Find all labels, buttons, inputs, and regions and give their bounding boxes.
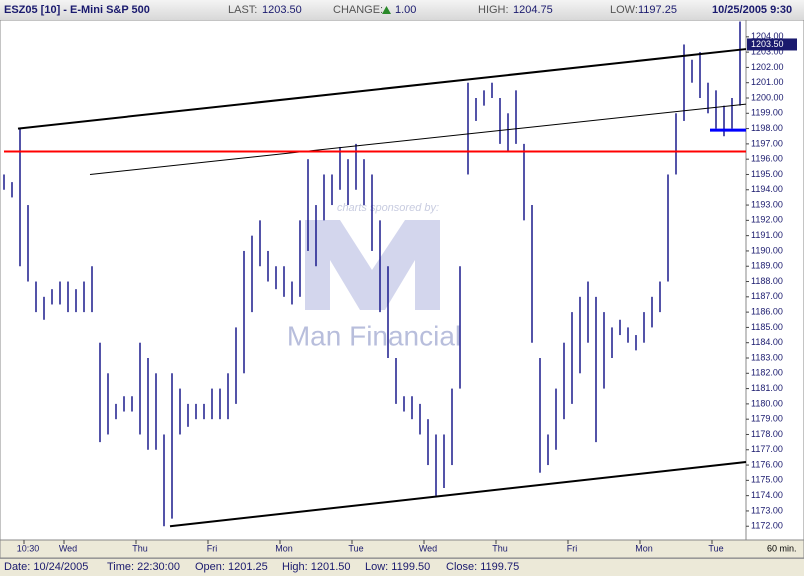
watermark: Man Financial [287, 320, 461, 351]
y-tick-label: 1172.00 [751, 521, 783, 531]
y-tick-label: 1189.00 [751, 261, 783, 271]
y-tick-label: 1200.00 [751, 92, 784, 102]
y-tick-label: 1195.00 [751, 169, 783, 179]
x-tick-label: Tue [708, 543, 723, 553]
y-tick-label: 1173.00 [751, 505, 783, 515]
low-value: 1197.25 [638, 4, 677, 16]
status-date: Date: 10/24/2005 [4, 561, 89, 573]
y-tick-label: 1187.00 [751, 291, 783, 301]
interval-label: 60 min. [767, 543, 797, 553]
y-tick-label: 1196.00 [751, 154, 783, 164]
y-tick-label: 1176.00 [751, 459, 783, 469]
x-tick-label: 10:30 [17, 543, 40, 553]
y-tick-label: 1174.00 [751, 490, 783, 500]
low-label: LOW: [610, 4, 638, 16]
y-tick-label: 1175.00 [751, 475, 783, 485]
change-label: CHANGE: [333, 4, 384, 16]
y-axis-area [745, 20, 804, 541]
y-tick-label: 1190.00 [751, 245, 783, 255]
x-tick-label: Fri [207, 543, 218, 553]
status-time: Time: 22:30:00 [107, 561, 180, 573]
status-high: High: 1201.50 [282, 561, 351, 573]
x-tick-label: Thu [492, 543, 508, 553]
x-tick-label: Fri [567, 543, 578, 553]
y-tick-label: 1192.00 [751, 215, 783, 225]
y-tick-label: 1204.00 [751, 31, 784, 41]
y-tick-label: 1185.00 [751, 322, 783, 332]
x-tick-label: Wed [59, 543, 77, 553]
trendline [17, 48, 747, 130]
watermark-sub: charts sponsored by: [337, 202, 439, 214]
last-label: LAST: [228, 4, 258, 16]
y-tick-label: 1194.00 [751, 184, 783, 194]
change-value: 1.00 [395, 4, 417, 16]
status-bar: Date: 10/24/2005 Time: 22:30:00 Open: 12… [0, 558, 804, 576]
y-tick-label: 1203.00 [751, 46, 784, 56]
chart: 60 min. charts sponsored by: Man Financi… [0, 20, 804, 558]
y-tick-label: 1179.00 [751, 414, 783, 424]
x-tick-label: Tue [348, 543, 363, 553]
y-tick-label: 1201.00 [751, 77, 784, 87]
watermark-logo [305, 220, 440, 310]
header-bar: ESZ05 [10] - E-Mini S&P 500 LAST: 1203.5… [0, 0, 804, 21]
up-arrow [382, 6, 391, 14]
y-tick-label: 1202.00 [751, 62, 784, 72]
x-tick-label: Wed [419, 543, 437, 553]
symbol: ESZ05 [10] - E-Mini S&P 500 [4, 4, 150, 16]
y-tick-label: 1182.00 [751, 368, 783, 378]
y-tick-label: 1180.00 [751, 398, 783, 408]
trendline [169, 461, 747, 528]
y-tick-label: 1191.00 [751, 230, 783, 240]
high-value: 1204.75 [513, 4, 553, 16]
y-tick-label: 1193.00 [751, 199, 783, 209]
y-tick-label: 1181.00 [751, 383, 783, 393]
x-axis-area [0, 539, 804, 558]
y-tick-label: 1183.00 [751, 352, 783, 362]
status-low: Low: 1199.50 [365, 561, 431, 573]
y-tick-label: 1197.00 [751, 138, 783, 148]
x-tick-label: Mon [275, 543, 293, 553]
y-tick-label: 1186.00 [751, 306, 783, 316]
y-tick-label: 1199.00 [751, 108, 783, 118]
last-value: 1203.50 [262, 4, 302, 16]
y-tick-label: 1177.00 [751, 444, 783, 454]
y-tick-label: 1184.00 [751, 337, 783, 347]
y-tick-label: 1178.00 [751, 429, 783, 439]
high-label: HIGH: [478, 4, 509, 16]
datetime: 10/25/2005 9:30 [712, 4, 793, 16]
x-tick-label: Mon [635, 543, 653, 553]
status-open: Open: 1201.25 [195, 561, 268, 573]
y-tick-label: 1198.00 [751, 123, 783, 133]
y-tick-label: 1188.00 [751, 276, 783, 286]
last-price-label: 1203.50 [751, 39, 784, 49]
trendline [89, 103, 747, 175]
status-close: Close: 1199.75 [446, 561, 520, 573]
x-tick-label: Thu [132, 543, 148, 553]
last-price-box [747, 38, 797, 51]
